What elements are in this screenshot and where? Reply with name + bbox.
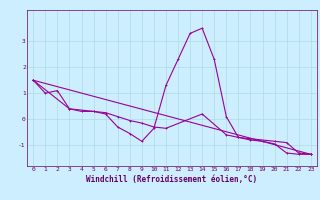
X-axis label: Windchill (Refroidissement éolien,°C): Windchill (Refroidissement éolien,°C) xyxy=(86,175,258,184)
